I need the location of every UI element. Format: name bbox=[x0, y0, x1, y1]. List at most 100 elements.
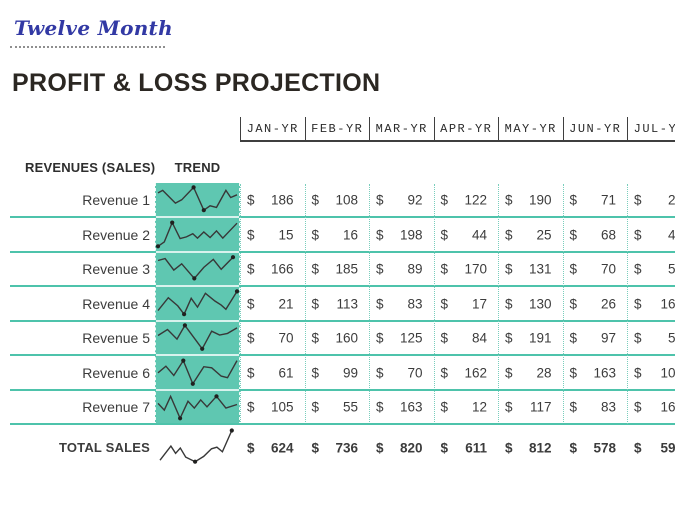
revenue-1-cell-mar-yr[interactable]: $92 bbox=[369, 183, 434, 218]
revenue-1-cell-jun-yr[interactable]: $71 bbox=[563, 183, 628, 218]
currency-symbol: $ bbox=[634, 365, 642, 381]
revenue-7-cell-may-yr[interactable]: $117 bbox=[498, 390, 563, 425]
trend-sparkline-revenue-6[interactable] bbox=[157, 358, 238, 387]
row-label-revenue-6[interactable]: Revenue 6 bbox=[82, 364, 150, 381]
cell-value: 5 bbox=[667, 261, 675, 277]
row-label-revenue-4[interactable]: Revenue 4 bbox=[82, 295, 150, 312]
cell-value: 4 bbox=[667, 227, 675, 243]
revenue-4-cell-mar-yr[interactable]: $83 bbox=[369, 287, 434, 322]
column-dotted-line bbox=[498, 184, 499, 424]
revenue-3-cell-jan-yr[interactable]: $166 bbox=[240, 252, 305, 287]
currency-symbol: $ bbox=[440, 227, 449, 243]
cell-value: 61 bbox=[278, 365, 294, 381]
month-header-jul-yr[interactable]: JUL-YR bbox=[627, 117, 675, 140]
cell-value: 70 bbox=[407, 365, 423, 381]
trend-sparkline-revenue-3[interactable] bbox=[157, 255, 237, 283]
revenue-2-cell-may-yr[interactable]: $25 bbox=[498, 218, 563, 253]
revenue-5-cell-mar-yr[interactable]: $125 bbox=[369, 321, 434, 356]
total-cell-mar-yr[interactable]: $820 bbox=[369, 425, 434, 471]
column-dotted-line bbox=[627, 184, 628, 424]
month-header-jan-yr[interactable]: JAN-YR bbox=[240, 117, 305, 140]
revenue-3-cell-jun-yr[interactable]: $70 bbox=[563, 252, 628, 287]
total-cell-may-yr[interactable]: $812 bbox=[498, 425, 563, 471]
revenue-4-cell-may-yr[interactable]: $130 bbox=[498, 287, 563, 322]
trend-sparkline-revenue-4[interactable] bbox=[157, 288, 240, 318]
cell-value: 190 bbox=[528, 192, 552, 208]
cell-value: 130 bbox=[528, 296, 552, 312]
month-header-may-yr[interactable]: MAY-YR bbox=[498, 117, 563, 140]
revenue-2-cell-jan-yr[interactable]: $15 bbox=[240, 218, 305, 253]
currency-symbol: $ bbox=[569, 330, 578, 346]
trend-sparkline-revenue-5[interactable] bbox=[157, 323, 238, 352]
currency-symbol: $ bbox=[247, 365, 255, 381]
revenue-4-cell-jan-yr[interactable]: $21 bbox=[240, 287, 305, 322]
revenue-4-cell-apr-yr[interactable]: $17 bbox=[434, 287, 499, 322]
total-cell-jan-yr[interactable]: $624 bbox=[240, 425, 305, 471]
row-label-revenue-2[interactable]: Revenue 2 bbox=[82, 226, 150, 243]
revenue-2-cell-jul-yr[interactable]: $4 bbox=[627, 218, 675, 253]
revenue-6-cell-may-yr[interactable]: $28 bbox=[498, 356, 563, 391]
total-cell-jul-yr[interactable]: $59 bbox=[627, 425, 675, 471]
revenue-3-cell-jul-yr[interactable]: $5 bbox=[627, 252, 675, 287]
revenue-7-cell-mar-yr[interactable]: $163 bbox=[369, 390, 434, 425]
revenue-5-cell-feb-yr[interactable]: $160 bbox=[305, 321, 370, 356]
cell-value: 162 bbox=[464, 365, 487, 381]
revenue-1-cell-jan-yr[interactable]: $186 bbox=[240, 183, 305, 218]
trend-sparkline-revenue-2[interactable] bbox=[155, 220, 238, 249]
revenue-1-cell-feb-yr[interactable]: $108 bbox=[305, 183, 370, 218]
row-label-revenue-7[interactable]: Revenue 7 bbox=[82, 399, 150, 416]
trend-sparkline-revenue-7[interactable] bbox=[157, 393, 238, 421]
revenue-5-cell-apr-yr[interactable]: $84 bbox=[434, 321, 499, 356]
total-cell-feb-yr[interactable]: $736 bbox=[305, 425, 370, 471]
revenue-6-cell-jun-yr[interactable]: $163 bbox=[563, 356, 628, 391]
cell-value: 578 bbox=[593, 440, 616, 455]
cell-value: 736 bbox=[335, 440, 358, 455]
revenue-6-cell-jul-yr[interactable]: $10 bbox=[627, 356, 675, 391]
currency-symbol: $ bbox=[569, 365, 578, 381]
cell-value: 70 bbox=[278, 330, 294, 346]
cell-value: 68 bbox=[600, 227, 616, 243]
revenue-2-cell-mar-yr[interactable]: $198 bbox=[369, 218, 434, 253]
revenue-5-cell-may-yr[interactable]: $191 bbox=[498, 321, 563, 356]
cell-value: 163 bbox=[593, 365, 616, 381]
revenue-4-cell-jul-yr[interactable]: $16 bbox=[627, 287, 675, 322]
row-label-revenue-5[interactable]: Revenue 5 bbox=[82, 330, 150, 347]
trend-sparkline-revenue-1[interactable] bbox=[157, 185, 238, 214]
revenue-1-cell-may-yr[interactable]: $190 bbox=[498, 183, 563, 218]
total-cell-jun-yr[interactable]: $578 bbox=[563, 425, 628, 471]
revenue-2-cell-feb-yr[interactable]: $16 bbox=[305, 218, 370, 253]
revenue-7-cell-feb-yr[interactable]: $55 bbox=[305, 390, 370, 425]
revenue-3-cell-mar-yr[interactable]: $89 bbox=[369, 252, 434, 287]
revenue-5-cell-jan-yr[interactable]: $70 bbox=[240, 321, 305, 356]
revenue-3-cell-feb-yr[interactable]: $185 bbox=[305, 252, 370, 287]
revenue-7-cell-jul-yr[interactable]: $16 bbox=[627, 390, 675, 425]
revenue-4-cell-jun-yr[interactable]: $26 bbox=[563, 287, 628, 322]
month-header-feb-yr[interactable]: FEB-YR bbox=[304, 117, 370, 140]
currency-symbol: $ bbox=[569, 399, 578, 415]
month-header-apr-yr[interactable]: APR-YR bbox=[433, 117, 499, 140]
revenue-6-cell-apr-yr[interactable]: $162 bbox=[434, 356, 499, 391]
revenue-1-cell-jul-yr[interactable]: $2 bbox=[627, 183, 675, 218]
revenue-3-cell-may-yr[interactable]: $131 bbox=[498, 252, 563, 287]
month-header-mar-yr[interactable]: MAR-YR bbox=[369, 117, 434, 140]
revenue-7-cell-jan-yr[interactable]: $105 bbox=[240, 390, 305, 425]
revenue-2-cell-jun-yr[interactable]: $68 bbox=[563, 218, 628, 253]
revenue-2-cell-apr-yr[interactable]: $44 bbox=[434, 218, 499, 253]
row-label-revenue-3[interactable]: Revenue 3 bbox=[82, 261, 150, 278]
revenue-4-cell-feb-yr[interactable]: $113 bbox=[305, 287, 370, 322]
total-sales-label[interactable]: TOTAL SALES bbox=[58, 440, 150, 455]
revenue-7-cell-jun-yr[interactable]: $83 bbox=[563, 390, 628, 425]
revenue-6-cell-jan-yr[interactable]: $61 bbox=[240, 356, 305, 391]
row-label-revenue-1[interactable]: Revenue 1 bbox=[82, 192, 150, 209]
currency-symbol: $ bbox=[440, 192, 449, 208]
revenue-1-cell-apr-yr[interactable]: $122 bbox=[434, 183, 499, 218]
revenue-3-cell-apr-yr[interactable]: $170 bbox=[434, 252, 499, 287]
revenue-7-cell-apr-yr[interactable]: $12 bbox=[434, 390, 499, 425]
revenue-6-cell-feb-yr[interactable]: $99 bbox=[305, 356, 370, 391]
revenue-5-cell-jun-yr[interactable]: $97 bbox=[563, 321, 628, 356]
revenue-5-cell-jul-yr[interactable]: $5 bbox=[627, 321, 675, 356]
currency-symbol: $ bbox=[634, 330, 642, 346]
revenue-6-cell-mar-yr[interactable]: $70 bbox=[369, 356, 434, 391]
month-header-jun-yr[interactable]: JUN-YR bbox=[562, 117, 628, 140]
total-cell-apr-yr[interactable]: $611 bbox=[434, 425, 499, 471]
